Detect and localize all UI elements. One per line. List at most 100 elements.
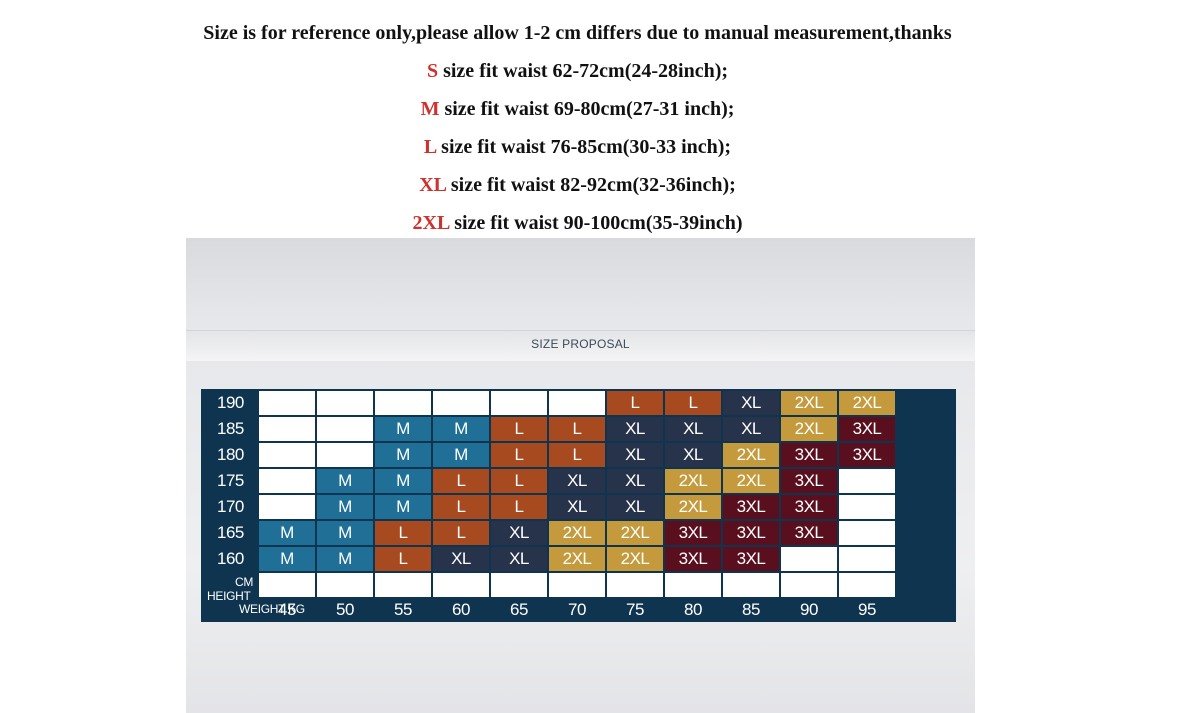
size-cell: 2XL [838, 390, 896, 416]
size-cell [490, 390, 548, 416]
size-cell [432, 390, 490, 416]
size-cell: M [316, 546, 374, 572]
height-unit-label: CM [235, 575, 254, 589]
size-cell: L [432, 494, 490, 520]
empty-cell [432, 572, 490, 598]
size-cell [780, 546, 838, 572]
size-code: XL [419, 174, 446, 196]
weight-label: 60 [452, 600, 470, 619]
size-cell: M [374, 468, 432, 494]
empty-cell [374, 572, 432, 598]
size-cell: L [490, 416, 548, 442]
size-cell: 2XL [722, 442, 780, 468]
size-cell: L [548, 416, 606, 442]
weight-label: 95 [858, 600, 876, 619]
size-cell: XL [722, 390, 780, 416]
size-cell: XL [548, 468, 606, 494]
empty-cell [838, 572, 896, 598]
size-cell [838, 520, 896, 546]
size-cell: 3XL [838, 416, 896, 442]
size-cell: 2XL [548, 546, 606, 572]
weight-label: 90 [800, 600, 818, 619]
size-code: M [420, 98, 440, 120]
size-cell: L [490, 468, 548, 494]
empty-cell [258, 572, 316, 598]
size-cell: XL [606, 494, 664, 520]
size-cell: 2XL [606, 546, 664, 572]
size-note-m: M size fit waist 69-80cm(27-31 inch); [0, 90, 1155, 128]
size-note-xl: XL size fit waist 82-92cm(32-36inch); [0, 166, 1155, 204]
empty-cell [664, 572, 722, 598]
size-cell [258, 468, 316, 494]
size-cell: L [606, 390, 664, 416]
size-chart: CM HEIGHT WEIGHT KG 190 L L XL 2XL 2XL 185 M M L L… [201, 389, 956, 622]
size-cell: M [258, 546, 316, 572]
size-cell [548, 390, 606, 416]
empty-cell [490, 572, 548, 598]
size-cell: 2XL [548, 520, 606, 546]
weight-label: 70 [568, 600, 586, 619]
size-cell: L [548, 442, 606, 468]
size-code: 2XL [412, 212, 450, 234]
size-waist-text: size fit waist 62-72cm(24-28inch); [438, 60, 729, 82]
empty-cell [606, 572, 664, 598]
size-cell [838, 546, 896, 572]
size-cell: M [316, 494, 374, 520]
size-cell: 3XL [664, 520, 722, 546]
weight-label: 50 [336, 600, 354, 619]
size-cell [316, 416, 374, 442]
size-cell [838, 468, 896, 494]
height-label: 190 [217, 393, 244, 412]
size-cell [258, 494, 316, 520]
size-cell: 3XL [780, 520, 838, 546]
size-cell [316, 442, 374, 468]
size-proposal-title: SIZE PROPOSAL [531, 337, 630, 351]
size-cell: 3XL [722, 494, 780, 520]
size-cell: M [374, 442, 432, 468]
size-cell: XL [664, 416, 722, 442]
size-cell [258, 416, 316, 442]
size-cell: XL [606, 416, 664, 442]
size-cell: M [316, 520, 374, 546]
weight-label: 80 [684, 600, 702, 619]
size-notes: Size is for reference only,please allow … [0, 14, 1155, 242]
weight-label: 45 [278, 600, 296, 619]
empty-cell [316, 572, 374, 598]
size-cell: 2XL [722, 468, 780, 494]
size-cell: XL [606, 468, 664, 494]
height-label: 160 [217, 549, 244, 568]
empty-cell [780, 572, 838, 598]
weight-label: 85 [742, 600, 760, 619]
size-cell: L [664, 390, 722, 416]
empty-cell [722, 572, 780, 598]
height-label: 170 [217, 497, 244, 516]
size-cell: XL [606, 442, 664, 468]
size-cell: 3XL [780, 468, 838, 494]
size-waist-text: size fit waist 76-85cm(30-33 inch); [436, 136, 732, 158]
height-axis-label: HEIGHT [207, 589, 251, 603]
size-cell: 3XL [780, 442, 838, 468]
size-cell: XL [664, 442, 722, 468]
size-note-2xl: 2XL size fit waist 90-100cm(35-39inch) [0, 204, 1155, 242]
size-cell: L [490, 494, 548, 520]
size-cell: L [490, 442, 548, 468]
size-cell: M [374, 416, 432, 442]
size-cell: XL [490, 520, 548, 546]
size-proposal-header: SIZE PROPOSAL [186, 330, 975, 361]
size-cell: M [316, 468, 374, 494]
size-cell: 2XL [664, 494, 722, 520]
size-cell: 2XL [606, 520, 664, 546]
size-proposal-panel: SIZE PROPOSAL CM HEIGHT WEIGHT KG 190 L L X… [186, 238, 975, 713]
size-cell: XL [548, 494, 606, 520]
size-cell: L [432, 468, 490, 494]
size-cell: M [258, 520, 316, 546]
height-label: 165 [217, 523, 244, 542]
size-note-s: S size fit waist 62-72cm(24-28inch); [0, 52, 1155, 90]
size-cell: XL [490, 546, 548, 572]
size-code: S [426, 60, 439, 82]
weight-label: 55 [394, 600, 412, 619]
size-cell: XL [432, 546, 490, 572]
height-label: 185 [217, 419, 244, 438]
empty-cell [548, 572, 606, 598]
size-note-l: L size fit waist 76-85cm(30-33 inch); [0, 128, 1155, 166]
